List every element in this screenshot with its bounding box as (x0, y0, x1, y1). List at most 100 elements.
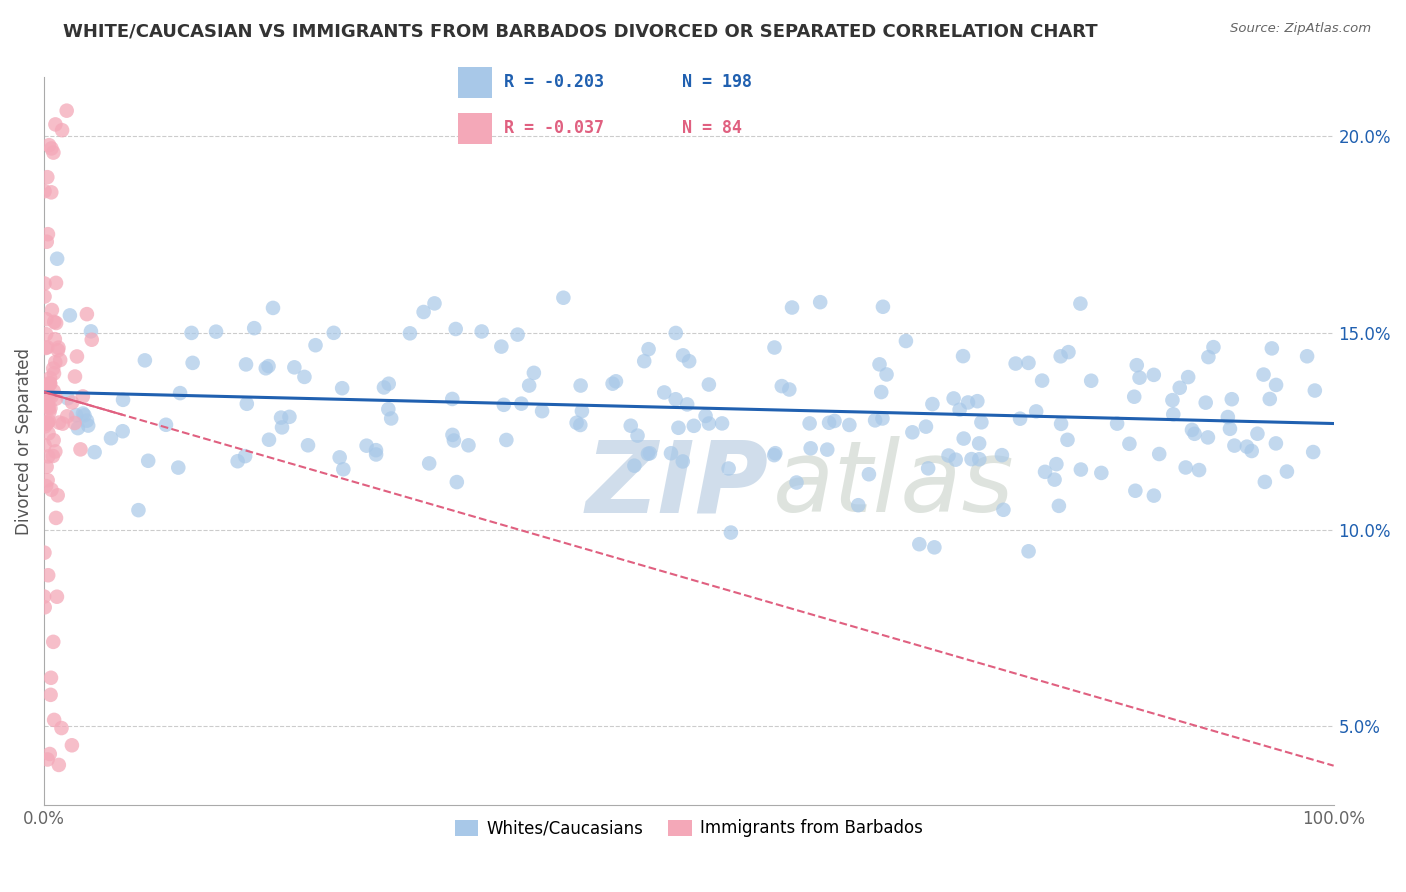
Point (1025, 404, 1047, 418)
Point (304, 338, 326, 352)
Point (111, 424, 134, 438)
Point (235, 358, 257, 372)
Point (1219, 422, 1241, 436)
Point (271, 420, 294, 434)
Point (531, 404, 554, 418)
Point (155, 417, 177, 432)
Point (553, 291, 575, 305)
Point (48, 758, 70, 772)
Point (205, 325, 228, 339)
Point (444, 322, 467, 336)
Point (637, 447, 659, 461)
Point (838, 417, 860, 432)
Point (63, 416, 86, 430)
Point (1125, 483, 1147, 498)
Point (34, 277, 56, 291)
Point (1202, 340, 1225, 354)
Point (41, 303, 63, 318)
Point (44, 332, 66, 346)
Text: R = -0.203: R = -0.203 (503, 73, 603, 91)
Point (257, 433, 280, 447)
Point (800, 442, 823, 456)
Point (42, 384, 65, 398)
Point (37, 450, 59, 464)
Point (1043, 473, 1066, 487)
Point (60, 395, 83, 409)
Point (226, 454, 249, 468)
Point (39, 671, 62, 685)
Point (495, 433, 517, 447)
Point (901, 425, 924, 440)
Point (818, 416, 841, 430)
Point (457, 438, 479, 452)
Point (56, 392, 79, 406)
Point (127, 503, 149, 517)
Point (37, 416, 59, 430)
Point (34, 341, 56, 355)
Point (1265, 378, 1288, 392)
Point (332, 462, 354, 476)
Point (1246, 426, 1268, 441)
Point (908, 537, 931, 551)
Point (76, 414, 98, 428)
Point (672, 454, 695, 468)
Point (952, 432, 974, 446)
Point (1216, 410, 1239, 425)
Point (76, 307, 98, 321)
Point (65, 408, 87, 422)
Point (34, 438, 56, 452)
Point (846, 498, 869, 512)
Point (60, 739, 83, 753)
Point (659, 446, 682, 460)
Point (44, 315, 66, 329)
Point (1004, 357, 1026, 371)
Point (48, 341, 70, 355)
Point (278, 409, 301, 424)
Point (42, 434, 65, 448)
Point (969, 452, 991, 467)
Point (100, 431, 122, 445)
Point (69, 442, 91, 457)
Point (1223, 439, 1246, 453)
Point (672, 348, 695, 362)
Point (967, 436, 990, 450)
Point (48, 416, 70, 430)
Point (39, 186, 62, 200)
Point (1177, 370, 1199, 384)
Point (695, 409, 717, 423)
Point (778, 383, 800, 397)
Point (876, 368, 898, 382)
Text: R = -0.037: R = -0.037 (503, 120, 603, 137)
Point (38, 391, 60, 405)
Point (491, 340, 513, 354)
Point (38, 377, 60, 392)
Point (1123, 390, 1146, 404)
Point (697, 377, 720, 392)
Point (1010, 411, 1032, 425)
Point (815, 442, 838, 457)
Point (34, 289, 56, 303)
Point (233, 449, 256, 463)
Point (169, 386, 191, 401)
Point (763, 341, 786, 355)
Point (1296, 349, 1319, 363)
Point (942, 392, 965, 406)
Point (620, 418, 643, 433)
Point (134, 353, 156, 368)
Point (858, 467, 880, 482)
Point (39, 688, 62, 702)
Point (46, 343, 69, 358)
Point (399, 326, 422, 341)
Point (780, 301, 803, 315)
Point (869, 357, 891, 371)
Point (1047, 499, 1070, 513)
Point (380, 411, 402, 425)
Point (523, 366, 546, 380)
Point (373, 380, 395, 394)
Point (34, 184, 56, 198)
Point (770, 379, 793, 393)
Point (510, 397, 533, 411)
Point (1303, 384, 1326, 398)
Point (39, 401, 62, 416)
Point (949, 402, 972, 417)
